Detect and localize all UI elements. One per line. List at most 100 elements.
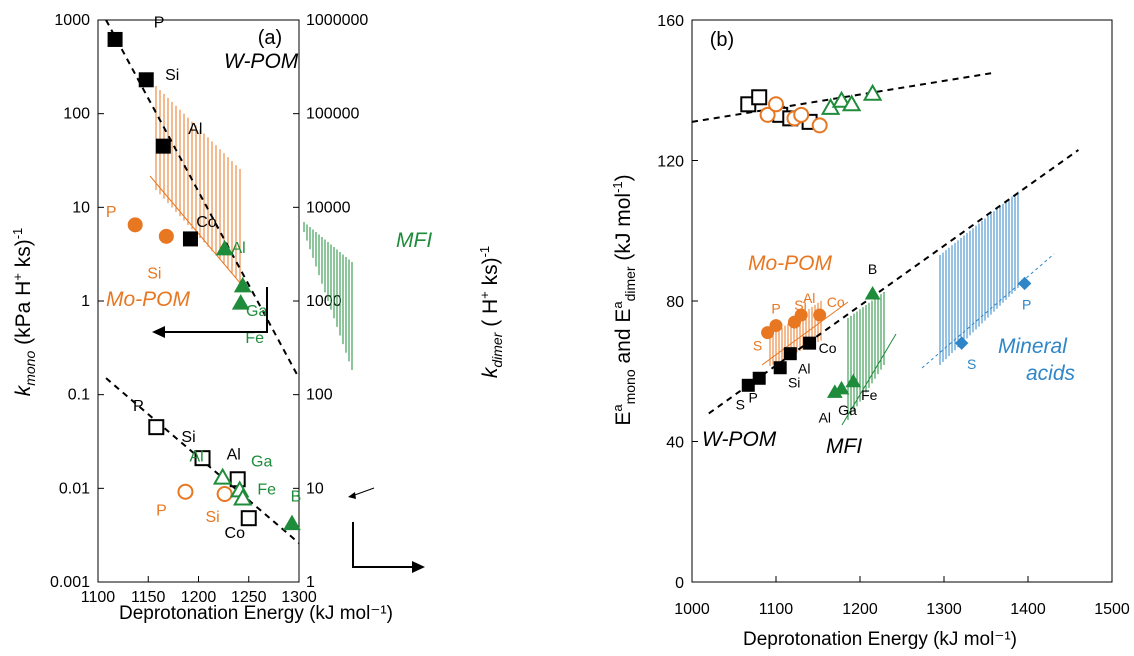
panel-b-mfi-hatch-edge	[841, 333, 897, 426]
panel-a-label: (a)	[258, 27, 282, 49]
panel-a-point-label: P	[106, 204, 117, 221]
panel-b-point-orange-circle-filled	[769, 319, 783, 333]
panel-b-point-green-triangle-filled	[845, 373, 862, 388]
panel-b-point-orange-circle-open	[759, 106, 776, 123]
panel-b-point-green-triangle-open	[862, 83, 883, 101]
panel-a-point-green-triangle-filled	[233, 276, 252, 293]
panel-b-y-title: Eamono and Eadimer (kJ mol-1)	[610, 174, 638, 425]
panel-a-point-orange-circle-filled	[127, 217, 143, 233]
panel-b-y-tick-label: 80	[666, 294, 684, 311]
panel-a-point-label: Ga	[251, 453, 272, 470]
panel-a-point-label: Al	[232, 240, 246, 257]
panel-a-point-label: Ga	[246, 303, 267, 320]
panel-a-hatch-regions	[149, 86, 353, 370]
panel-a-pointer-arrow-head	[348, 492, 356, 499]
panel-b-x-axis-title: Deprotonation Energy (kJ mol⁻¹)	[743, 629, 1017, 650]
panel-a-point-label: Si	[206, 509, 220, 526]
panel-a-y-left-tick-label: 1000	[54, 12, 90, 29]
panel-a-point-label: Co	[196, 214, 217, 231]
panel-b-annotation-mineral: Mineral	[998, 335, 1068, 358]
panel-a-arrow-right	[352, 522, 415, 568]
panel-a-point-green-triangle-open	[212, 467, 233, 485]
panel-b-y-tick-label: 120	[657, 154, 684, 171]
panel-b-point-label: P	[749, 389, 758, 405]
panel-a-y-right-tick-label: 1000	[306, 293, 342, 310]
panel-b-point-label: Si	[788, 375, 800, 391]
panel-a-y-right-tick-label: 10	[306, 480, 324, 497]
panel-a-point-black-square-open	[194, 450, 211, 467]
panel-a-x-tick-label: 1150	[131, 589, 166, 606]
panel-a-point-label: Al	[227, 446, 241, 463]
panel-a-x-tick-label: 1300	[281, 589, 317, 606]
panel-b-x-tick-label: 1200	[842, 601, 878, 618]
panel-a-y-left-tick-label: 10	[72, 199, 90, 216]
panel-a-pointer-arrow	[351, 487, 375, 497]
panel-b-point-green-triangle-filled	[864, 285, 881, 300]
panel-b-point-label: Al	[798, 361, 810, 377]
panel-b-point-orange-circle-open	[768, 96, 784, 113]
panel-b-label: (b)	[710, 29, 734, 51]
panel-b-point-orange-circle-filled	[794, 308, 808, 322]
panel-a-y-right-tick-label: 100000	[306, 106, 359, 123]
panel-b-point-label: B	[868, 261, 877, 277]
panel-b-point-green-triangle-open	[831, 90, 852, 108]
panel-b-point-label: Fe	[861, 387, 878, 403]
panel-a-y-left-tick-label: 0.1	[68, 387, 90, 404]
panel-a-point-black-square-open	[240, 510, 257, 527]
panel-a-mo-pom-hatch-edge	[149, 175, 247, 291]
panel-a-point-label: Al	[188, 121, 202, 138]
panel-b-y-tick-label: 0	[675, 575, 684, 592]
panel-b-point-blue-diamond-filled	[1017, 276, 1032, 291]
panel-b-point-label: Ga	[838, 402, 857, 418]
panel-a-point-label: P	[154, 14, 165, 31]
panel-b-trend-line	[708, 149, 1079, 415]
panel-a-y-right-tick-label: 1	[306, 574, 315, 591]
panel-a-point-label: Al	[190, 449, 204, 466]
panel-a-ticks: 1100 1150 1200 1250 13000.0010.010.111010010…	[50, 12, 368, 606]
panel-b-y-tick-label: 160	[657, 13, 684, 30]
panel-a-point-black-square-filled	[138, 72, 154, 88]
panel-a-annotation-w-pom: W-POM	[224, 50, 299, 73]
panel-a-point-label: Fe	[245, 330, 264, 347]
panel-b-point-label: P	[771, 301, 780, 317]
panel-a-arrow-left	[162, 287, 268, 333]
panel-b-hatch-regions	[761, 191, 1055, 426]
panel-a-point-black-square-filled	[182, 231, 198, 247]
panel-b-annotation-acids: acids	[1026, 362, 1076, 385]
panel-b-x-tick-label: 1300	[926, 601, 962, 618]
panel-b-point-blue-diamond-filled	[954, 336, 969, 350]
panel-a-point-label: P	[133, 398, 144, 415]
panel-b-point-label: Si	[794, 297, 806, 313]
panel-a-y-left-title: kmono (kPa H+ ks)-1	[10, 228, 38, 397]
panel-b-point-label: Al	[803, 290, 815, 306]
panel-a-point-label: B	[291, 489, 302, 506]
panel-a-y-right-tick-label: 10000	[306, 199, 351, 216]
panel-a-y-left-tick-label: 0.001	[50, 574, 90, 591]
panel-a-point-green-triangle-filled	[283, 514, 301, 531]
panel-a-y-left-tick-label: 0.01	[59, 480, 90, 497]
panel-a-point-label: Co	[225, 525, 246, 542]
panel-a-y-right-title: kdimer ( H+ ks)-1	[477, 246, 505, 378]
panel-a-point-label: P	[156, 503, 167, 520]
panel-b-point-black-square-filled	[741, 378, 755, 392]
panel-a-annotation-mo-pom: Mo-POM	[106, 288, 191, 311]
panel-b-point-label: Co	[819, 340, 837, 356]
panel-b-point-black-square-open	[751, 89, 768, 106]
panel-b-point-black-square-filled	[783, 347, 797, 361]
panel-b-point-label: Co	[827, 294, 845, 310]
panel-a-point-label: Si	[147, 265, 161, 282]
panel-b-mo-pom-hatch-edge	[761, 301, 849, 366]
panel-a-arrow-left-head	[152, 326, 165, 338]
panel-b-x-tick-label: 1100	[759, 601, 794, 618]
panel-b-point-black-square-filled	[752, 371, 766, 385]
panel-a-point-black-square-filled	[107, 31, 123, 47]
panel-b-point-orange-circle-filled	[813, 308, 827, 322]
panel-a-arrow-right-head	[412, 561, 425, 573]
svg-text:Eamono and Eadimer (kJ mol-1): Eamono and Eadimer (kJ mol-1)	[610, 174, 638, 425]
panel-b-point-green-triangle-filled	[833, 380, 850, 395]
panel-b-x-tick-label: 1400	[1010, 601, 1046, 618]
panel-a-y-right-tick-label: 1000000	[306, 12, 368, 29]
